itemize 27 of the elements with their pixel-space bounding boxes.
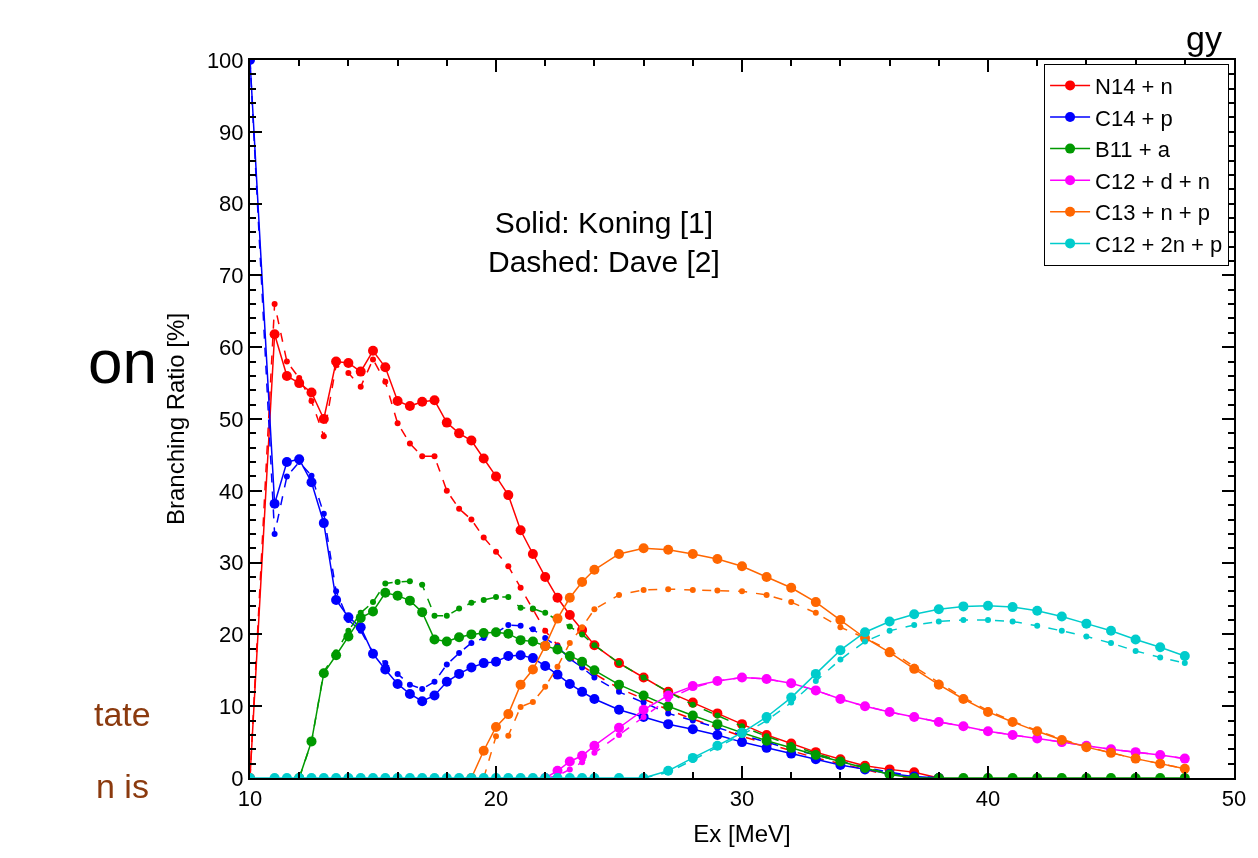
legend-label: B11 + a (1095, 137, 1171, 163)
annotation: Solid: Koning [1] Dashed: Dave [2] (488, 206, 720, 278)
x-tick-label: 40 (975, 786, 1001, 812)
x-tick-label: 50 (1221, 786, 1247, 812)
y-tick-label: 10 (219, 693, 244, 719)
y-tick-label: 40 (219, 478, 244, 504)
text: tate (94, 695, 151, 733)
y-tick-label: 70 (219, 263, 244, 289)
y-tick-label: 30 (219, 550, 244, 576)
y-tick-label: 20 (219, 622, 244, 648)
legend-label: C12 + 2n + p (1095, 231, 1223, 257)
text: gy (1186, 19, 1222, 57)
legend-label: C12 + d + n (1095, 168, 1211, 194)
y-axis-title: Branching Ratio [%] (162, 312, 190, 526)
legend-label: C14 + p (1095, 105, 1173, 131)
y-tick-label: 100 (206, 47, 244, 73)
x-tick-label: 30 (729, 786, 755, 812)
y-tick-label: 50 (219, 406, 244, 432)
text: on (88, 327, 157, 396)
y-tick-label: 80 (219, 191, 244, 217)
x-axis-title: Ex [MeV] (693, 820, 791, 848)
text: n is (96, 767, 149, 805)
y-tick-label: 60 (219, 334, 244, 360)
x-tick-label: 20 (483, 786, 509, 812)
legend-label: N14 + n (1095, 73, 1173, 99)
legend-label: C13 + n + p (1095, 200, 1211, 226)
y-tick-label: 90 (219, 119, 244, 145)
